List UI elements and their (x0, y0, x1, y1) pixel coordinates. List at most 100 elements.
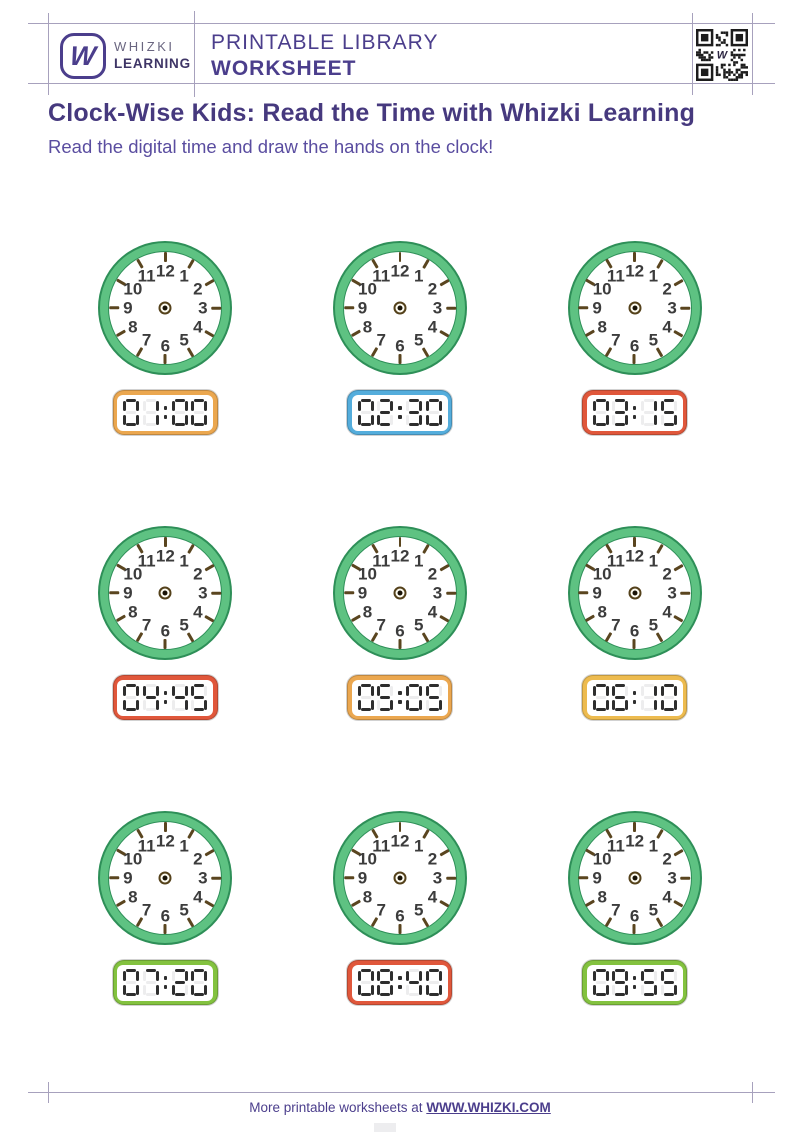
segment-a (644, 684, 655, 687)
clock-number: 4 (662, 602, 672, 622)
segment-f (406, 685, 410, 696)
segment-a (360, 399, 371, 402)
clock-number: 2 (427, 279, 438, 299)
digital-digit (612, 684, 629, 711)
segment-e (592, 984, 596, 995)
clock-number: 12 (390, 261, 410, 280)
segment-d (145, 993, 156, 996)
clock-number: 9 (357, 583, 368, 603)
clock-number: 1 (648, 266, 659, 286)
segment-d (360, 708, 371, 711)
clock-center-pin (393, 586, 407, 600)
clock-number: 2 (193, 564, 203, 584)
segment-c (625, 984, 629, 995)
segment-d (194, 708, 205, 711)
clock-center-pin (158, 871, 172, 885)
segment-e (612, 699, 616, 710)
brand-logo: W (60, 33, 106, 79)
segment-d (644, 993, 655, 996)
segment-d (644, 423, 655, 426)
segment-a (145, 684, 156, 687)
segment-e (191, 699, 195, 710)
segment-c (136, 699, 140, 710)
digital-time-display (112, 675, 218, 720)
clock-hour-tick (633, 252, 636, 262)
clock-number: 1 (414, 551, 424, 571)
segment-d (174, 708, 185, 711)
segment-e (357, 984, 361, 995)
digital-time-display (347, 960, 453, 1005)
segment-d (615, 993, 626, 996)
clock-number: 8 (128, 317, 138, 337)
clock-number: 12 (390, 546, 410, 565)
clock-number: 1 (648, 551, 659, 571)
segment-e (425, 414, 429, 425)
page-subtitle: Read the digital time and draw the hands… (48, 136, 494, 157)
clock-number: 1 (179, 551, 189, 571)
segment-b (625, 970, 629, 981)
clock-center-pin (393, 301, 407, 315)
segment-f (592, 400, 596, 411)
clock-number: 3 (198, 868, 208, 888)
clock-number: 3 (198, 583, 208, 603)
clock-number: 1 (179, 836, 189, 856)
segment-e (191, 984, 195, 995)
segment-e (425, 699, 429, 710)
digital-digit (142, 969, 159, 996)
digital-colon (162, 399, 168, 426)
clock-number: 4 (193, 887, 203, 907)
clock-number: 9 (123, 583, 133, 603)
clock-center-dot (632, 590, 638, 596)
segment-d (126, 423, 137, 426)
segment-c (605, 414, 609, 425)
segment-g (360, 411, 371, 414)
clock-center-dot (397, 590, 403, 596)
clock-hour-tick (109, 306, 120, 310)
segment-g (126, 981, 137, 984)
digital-time-screen (586, 964, 683, 1001)
segment-f (592, 685, 596, 696)
clock-number: 10 (358, 849, 377, 869)
clock-number: 7 (141, 615, 152, 635)
segment-a (663, 969, 674, 972)
segment-b (370, 400, 374, 411)
segment-b (625, 685, 629, 696)
segment-g (380, 411, 391, 414)
segment-c (438, 414, 442, 425)
clock-number: 7 (141, 900, 152, 920)
segment-g (663, 411, 674, 414)
segment-f (641, 970, 645, 981)
segment-e (171, 414, 175, 425)
segment-b (438, 400, 442, 411)
segment-d (409, 993, 420, 996)
segment-f (612, 400, 616, 411)
segment-a (126, 969, 137, 972)
digital-colon (162, 969, 168, 996)
digital-digit (377, 684, 394, 711)
segment-g (174, 696, 185, 699)
clock-number: 8 (128, 602, 138, 622)
segment-d (380, 423, 391, 426)
clock-number: 7 (611, 900, 621, 920)
segment-g (409, 696, 420, 699)
segment-g (174, 411, 185, 414)
digital-digit (142, 399, 159, 426)
header-divider-line (194, 11, 195, 97)
segment-d (194, 423, 205, 426)
segment-a (428, 399, 439, 402)
segment-b (136, 970, 140, 981)
clock-hour-tick (398, 537, 402, 547)
clock-hour-tick (109, 876, 120, 880)
clock-number: 8 (362, 887, 373, 907)
segment-f (123, 400, 127, 411)
clock-hour-tick (211, 591, 222, 595)
whizki-link[interactable]: WWW.WHIZKI.COM (426, 1100, 551, 1115)
crop-mark-qr-left-vline (692, 13, 693, 95)
segment-b (673, 400, 677, 411)
segment-c (654, 699, 658, 710)
segment-a (174, 399, 185, 402)
segment-a (644, 399, 655, 402)
clock-number: 10 (123, 849, 143, 869)
segment-a (174, 684, 185, 687)
segment-e (142, 984, 146, 995)
